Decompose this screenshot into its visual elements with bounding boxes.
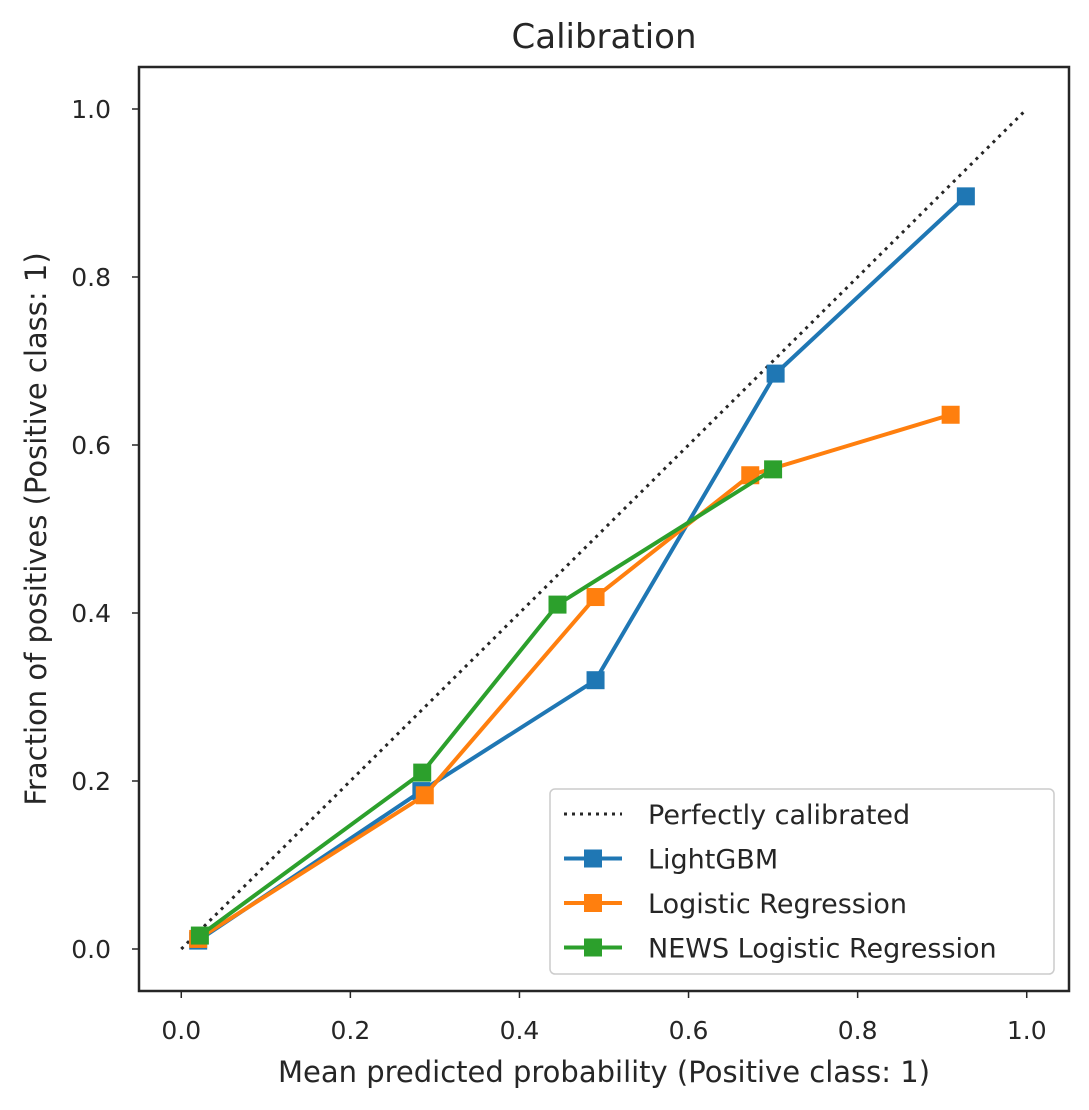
plot-area (180, 107, 1028, 951)
series-point (586, 671, 605, 690)
series-point (415, 786, 434, 805)
series-point (586, 588, 605, 607)
legend-box (549, 788, 1055, 975)
y-axis-label: Fraction of positives (Positive class: 1… (19, 252, 53, 805)
x-tick-label: 0.0 (161, 1016, 201, 1045)
series-point (764, 460, 783, 479)
x-axis-label: Mean predicted probability (Positive cla… (278, 1055, 930, 1089)
y-tick-label: 0.2 (71, 767, 111, 796)
series-point (956, 187, 975, 206)
legend: Perfectly calibrated LightGBM Logistic Reg… (549, 788, 1055, 975)
legend-swatch-marker (584, 894, 602, 912)
chart-title: Calibration (512, 17, 697, 57)
x-tick-label: 0.4 (500, 1016, 540, 1045)
series-point (766, 364, 785, 383)
perfect-calibration-line (180, 107, 1028, 951)
series-point (548, 595, 567, 614)
series-point (941, 405, 960, 424)
series-2 (190, 460, 783, 945)
y-axis-ticks: 0.0 0.2 0.4 0.6 0.8 1.0 (71, 95, 139, 964)
x-tick-label: 0.2 (330, 1016, 370, 1045)
legend-swatch-marker (584, 849, 602, 868)
legend-swatch-marker (584, 938, 602, 957)
y-tick-label: 0.0 (71, 935, 111, 964)
series-point (190, 926, 209, 945)
series-line (198, 467, 775, 938)
y-tick-label: 1.0 (71, 95, 111, 124)
legend-label: Perfectly calibrated (648, 800, 910, 831)
x-axis-ticks: 0.0 0.2 0.4 0.6 0.8 1.0 (161, 991, 1047, 1045)
x-tick-label: 1.0 (1007, 1016, 1047, 1045)
y-tick-label: 0.8 (71, 263, 111, 292)
series-point (413, 763, 432, 782)
y-tick-label: 0.6 (71, 431, 111, 460)
x-tick-label: 0.6 (669, 1016, 709, 1045)
axes-frame (137, 65, 1071, 993)
legend-label: LightGBM (648, 845, 778, 876)
y-tick-label: 0.4 (71, 599, 111, 628)
legend-label: Logistic Regression (648, 889, 907, 920)
legend-label: NEWS Logistic Regression (648, 934, 997, 965)
x-tick-label: 0.8 (838, 1016, 878, 1045)
